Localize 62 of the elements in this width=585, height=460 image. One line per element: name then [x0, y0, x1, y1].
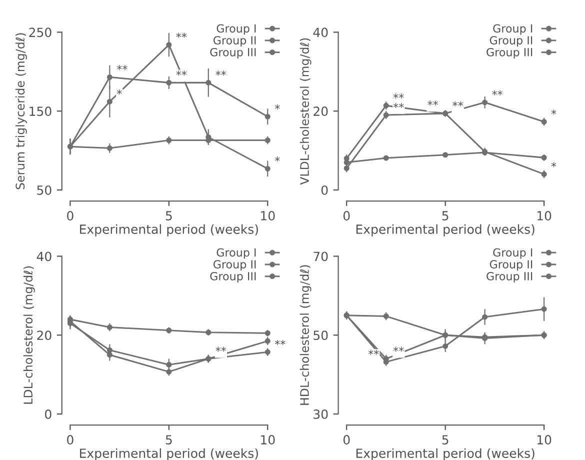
legend-label: Group III: [210, 272, 256, 283]
annotation: **: [216, 70, 226, 76]
y-tick-label: 70: [314, 252, 328, 262]
x-tick-label: 5: [442, 435, 448, 445]
annotation: *: [274, 156, 280, 162]
legend-label: Group III: [210, 48, 256, 59]
legend-label: Group II: [490, 36, 532, 47]
x-axis-title: Experimental period (weeks): [80, 448, 258, 460]
annotation: *: [116, 89, 122, 95]
legend-label: Group II: [213, 36, 256, 47]
annotation: **: [216, 346, 226, 352]
x-tick-label: 0: [67, 435, 74, 445]
y-tick-label: 30: [314, 409, 328, 419]
legend-label: Group III: [486, 48, 532, 59]
annotation: **: [393, 102, 404, 108]
legend-label: Group I: [216, 24, 256, 35]
y-tick-label: 0: [321, 185, 328, 195]
x-tick-label: 5: [166, 435, 172, 445]
y-tick-label: 250: [29, 28, 52, 38]
annotation: **: [428, 100, 438, 106]
legend-label: Group I: [493, 248, 532, 259]
annotation: *: [551, 110, 556, 115]
y-tick-label: 50: [37, 185, 52, 195]
x-tick-label: 10: [261, 435, 275, 445]
legend-label: Group II: [490, 260, 532, 271]
x-tick-label: 5: [442, 211, 448, 220]
annotation: *: [551, 162, 556, 168]
y-tick-label: 40: [36, 252, 52, 262]
y-tick-label: 50: [314, 330, 328, 340]
x-tick-label: 0: [343, 435, 350, 445]
x-tick-label: 0: [67, 211, 74, 220]
annotation: **: [393, 93, 404, 99]
annotation: **: [176, 70, 187, 76]
annotation: **: [492, 90, 503, 96]
x-tick-label: 10: [537, 211, 552, 220]
y-axis-title: Serum triglyceride (mg/dℓ): [15, 33, 27, 190]
y-axis-title: LDL-cholesterol (mg/dℓ): [23, 266, 35, 404]
legend-label: Group III: [486, 272, 532, 283]
y-tick-label: 40: [313, 28, 328, 38]
y-axis-title: VLDL-cholesterol (mg/dℓ): [300, 38, 312, 185]
y-tick-label: 150: [30, 106, 52, 116]
annotation: **: [176, 32, 187, 38]
x-axis-title: Experimental period (weeks): [356, 448, 534, 460]
y-tick-label: 20: [314, 106, 328, 116]
annotation: **: [274, 340, 286, 346]
x-tick-label: 0: [343, 211, 350, 220]
y-axis-title: HDL-cholesterol (mg/dℓ): [300, 265, 312, 405]
legend-label: Group I: [216, 248, 256, 259]
y-tick-label: 0: [45, 409, 52, 419]
annotation: **: [368, 350, 379, 355]
y-tick-label: 20: [37, 330, 52, 340]
x-axis-title: Experimental period (weeks): [80, 224, 258, 236]
annotation: **: [116, 65, 128, 70]
annotation: **: [393, 346, 404, 352]
x-axis-title: Experimental period (weeks): [356, 224, 534, 236]
annotation: *: [274, 104, 280, 110]
x-tick-label: 5: [166, 211, 172, 220]
legend-label: Group II: [213, 260, 256, 271]
x-tick-label: 10: [261, 211, 275, 220]
annotation: **: [452, 101, 464, 106]
legend-label: Group I: [493, 24, 532, 35]
x-tick-label: 10: [537, 435, 552, 445]
